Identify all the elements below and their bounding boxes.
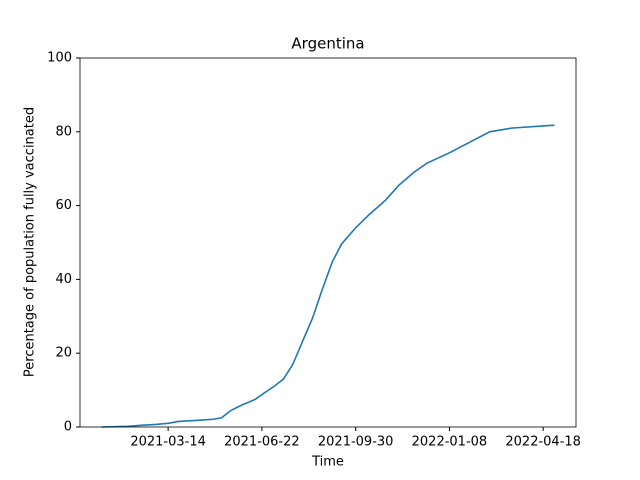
plot-frame: [79, 57, 577, 428]
y-tick-label: 0: [64, 420, 72, 435]
y-tick-label: 100: [47, 51, 72, 66]
y-tick-label: 80: [55, 124, 72, 139]
x-tick-label: 2022-04-18: [505, 435, 581, 450]
x-axis-label: Time: [311, 455, 344, 470]
x-tick-label: 2021-09-30: [318, 435, 394, 450]
y-tick-label: 20: [55, 346, 72, 361]
y-tick-label: 60: [55, 198, 72, 213]
x-tick-label: 2021-03-14: [130, 435, 206, 450]
data-line: [101, 124, 555, 428]
chart-title: Argentina: [291, 35, 364, 53]
y-tick-label: 40: [55, 272, 72, 287]
y-axis-label: Percentage of population fully vaccinate…: [23, 107, 38, 377]
x-tick-label: 2022-01-08: [412, 435, 488, 450]
x-tick-label: 2021-06-22: [224, 435, 300, 450]
